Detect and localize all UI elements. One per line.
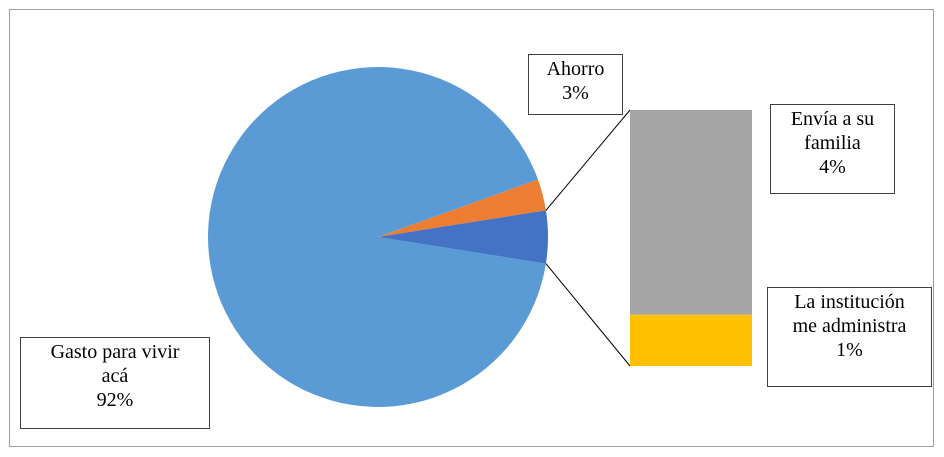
label-gasto: Gasto para vivir acá 92% xyxy=(20,337,210,429)
bar-segment-0 xyxy=(630,110,752,315)
connector-bottom xyxy=(545,263,631,367)
connector-top xyxy=(545,109,631,211)
label-ahorro-percent: 3% xyxy=(562,82,589,104)
label-institucion: La institución me administra 1% xyxy=(767,287,932,387)
label-gasto-line-1: Gasto para vivir xyxy=(50,341,180,363)
label-ahorro-line-1: Ahorro xyxy=(546,58,605,80)
pie-slice-1 xyxy=(208,67,546,408)
label-envia-line-1: Envía a su xyxy=(790,108,875,130)
label-envia-familia: Envía a su familia 4% xyxy=(770,104,895,194)
bar-segment-1 xyxy=(630,314,752,366)
label-gasto-percent: 92% xyxy=(96,389,134,411)
label-institucion-line-1: La institución xyxy=(794,291,905,313)
label-gasto-line-2: acá xyxy=(101,365,129,387)
pie-slice-0 xyxy=(378,179,546,237)
label-institucion-line-2: me administra xyxy=(792,315,907,337)
stacked-bar xyxy=(630,110,752,366)
pie-slice-2 xyxy=(378,210,549,264)
label-envia-percent: 4% xyxy=(819,156,846,178)
label-ahorro: Ahorro 3% xyxy=(528,54,623,115)
label-institucion-percent: 1% xyxy=(836,339,863,361)
connectors xyxy=(545,109,631,367)
label-envia-line-2: familia xyxy=(804,132,861,154)
pie xyxy=(208,67,549,408)
